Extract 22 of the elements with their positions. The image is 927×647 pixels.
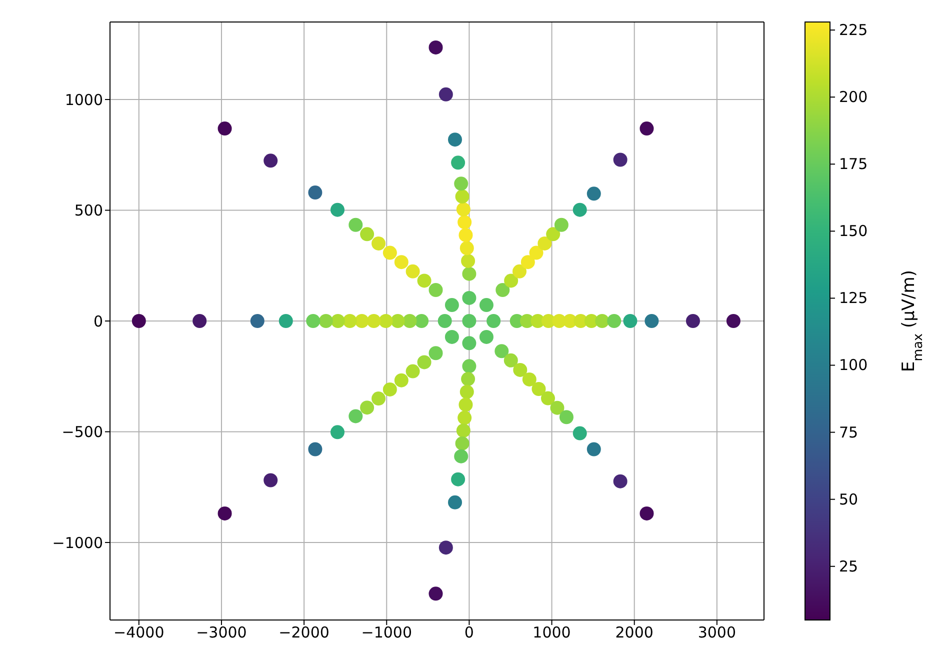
color-bar-label: 125 (839, 289, 868, 308)
color-bar-label: 175 (839, 155, 868, 174)
color-bar-label: 150 (839, 222, 868, 240)
color-bar-label: 225 (839, 21, 868, 40)
y-tick-label: −500 (62, 423, 103, 442)
y-tick-label: 500 (74, 202, 103, 220)
y-tick-label: 0 (93, 312, 103, 330)
color-bar-label: 75 (839, 423, 858, 442)
color-bar-label: 100 (839, 356, 868, 374)
color-bar-label: 25 (839, 557, 858, 576)
x-tick-label: −1000 (361, 624, 412, 642)
color-bar-label: 50 (839, 490, 858, 508)
x-tick-label: −3000 (196, 624, 247, 642)
y-tick-label: 1000 (64, 90, 103, 109)
x-tick-label: 1000 (532, 624, 571, 642)
x-tick-label: −2000 (278, 624, 330, 642)
x-tick-label: 3000 (698, 624, 736, 642)
x-tick-label: −4000 (114, 624, 164, 642)
color-bar-label: 200 (839, 88, 868, 106)
x-tick-label: 2000 (615, 624, 654, 642)
x-tick-label: 0 (464, 624, 474, 642)
y-tick-label: −1000 (52, 534, 103, 552)
